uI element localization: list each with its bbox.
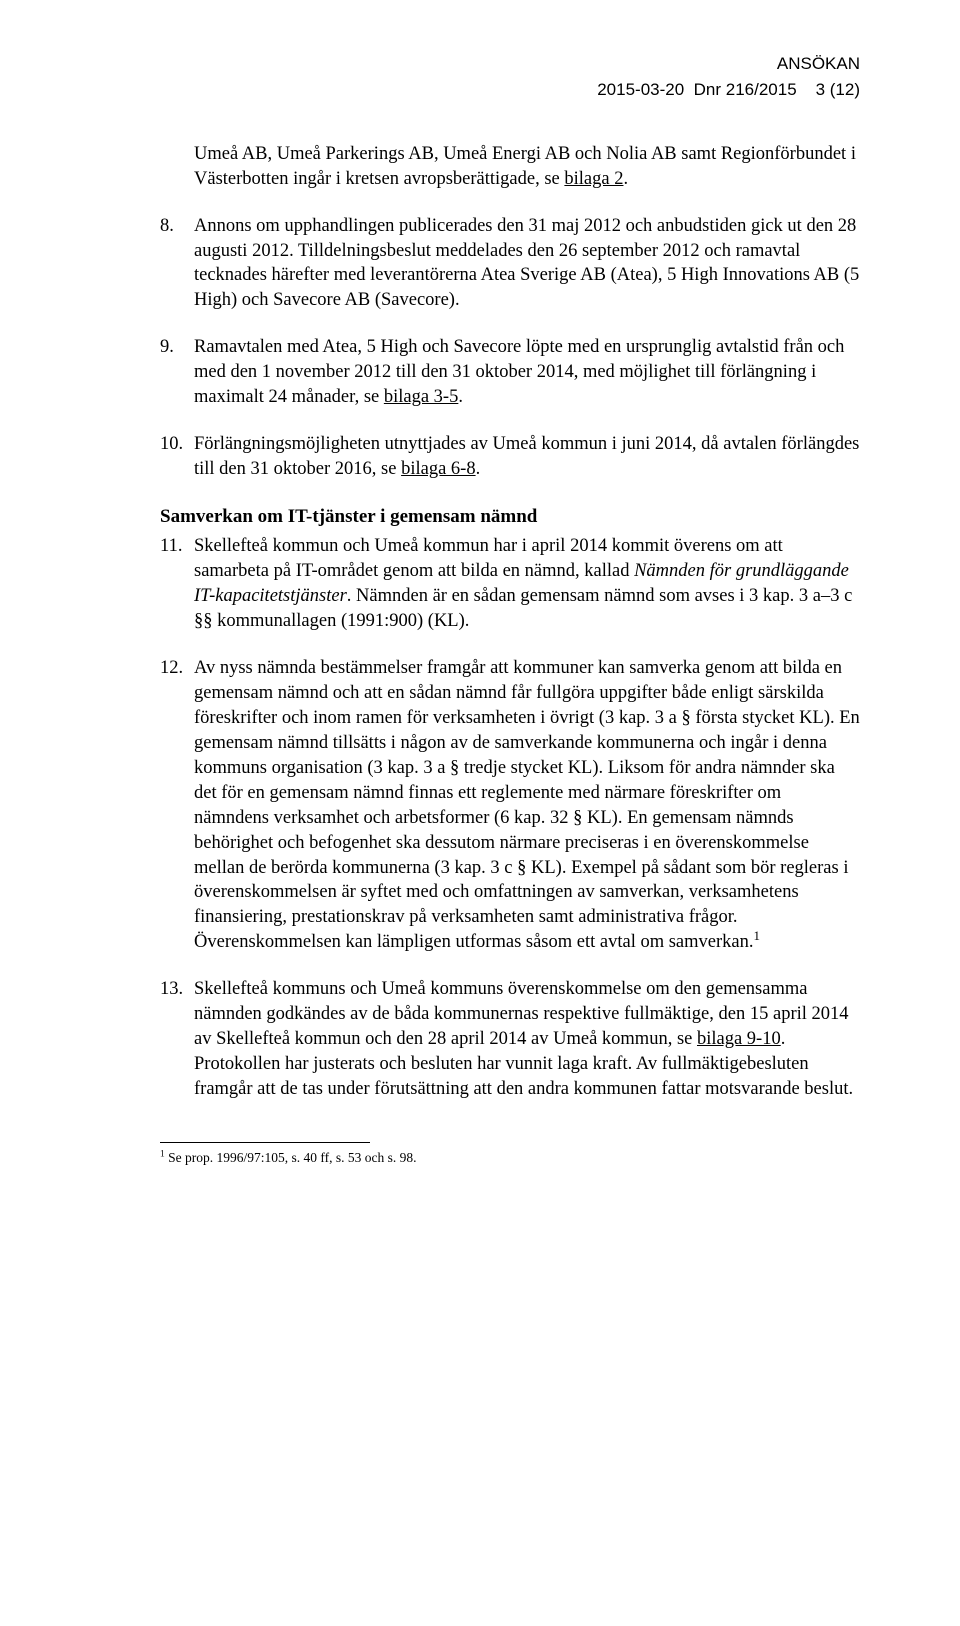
header-title: ANSÖKAN	[160, 52, 860, 76]
paragraph-13-text: Skellefteå kommuns och Umeå kommuns över…	[194, 977, 860, 1102]
footnote-ref-1: 1	[753, 928, 759, 943]
paragraph-10-text-a: Förlängningsmöjligheten utnyttjades av U…	[194, 434, 859, 479]
bilaga-6-8-link: bilaga 6-8	[401, 459, 476, 479]
paragraph-12-number: 12.	[160, 656, 194, 956]
paragraph-8-text: Annons om upphandlingen publicerades den…	[194, 214, 860, 314]
paragraph-intro: Umeå AB, Umeå Parkerings AB, Umeå Energi…	[194, 142, 860, 192]
paragraph-12-body: Av nyss nämnda bestämmelser framgår att …	[194, 658, 860, 953]
paragraph-intro-end: .	[623, 169, 628, 189]
paragraph-8-number: 8.	[160, 214, 194, 314]
paragraph-12: 12. Av nyss nämnda bestämmelser framgår …	[160, 656, 860, 956]
page-header: ANSÖKAN 2015-03-20 Dnr 216/2015 3 (12)	[160, 52, 860, 102]
footnote-separator	[160, 1142, 370, 1143]
footnote-1: 1 Se prop. 1996/97:105, s. 40 ff, s. 53 …	[160, 1149, 860, 1167]
paragraph-9-number: 9.	[160, 335, 194, 410]
header-date: 2015-03-20	[597, 80, 684, 99]
paragraph-11-number: 11.	[160, 534, 194, 634]
header-page: 3 (12)	[816, 80, 860, 99]
paragraph-11: 11. Skellefteå kommun och Umeå kommun ha…	[160, 534, 860, 634]
paragraph-9-text: Ramavtalen med Atea, 5 High och Savecore…	[194, 335, 860, 410]
paragraph-11-text: Skellefteå kommun och Umeå kommun har i …	[194, 534, 860, 634]
paragraph-8: 8. Annons om upphandlingen publicerades …	[160, 214, 860, 314]
page: ANSÖKAN 2015-03-20 Dnr 216/2015 3 (12) U…	[0, 0, 960, 1626]
paragraph-10-text: Förlängningsmöjligheten utnyttjades av U…	[194, 432, 860, 482]
paragraph-9-text-a: Ramavtalen med Atea, 5 High och Savecore…	[194, 337, 844, 407]
footnote-1-text: Se prop. 1996/97:105, s. 40 ff, s. 53 oc…	[165, 1150, 417, 1165]
paragraph-13: 13. Skellefteå kommuns och Umeå kommuns …	[160, 977, 860, 1102]
paragraph-10-number: 10.	[160, 432, 194, 482]
section-heading: Samverkan om IT-tjänster i gemensam nämn…	[160, 504, 860, 530]
paragraph-10: 10. Förlängningsmöjligheten utnyttjades …	[160, 432, 860, 482]
body-text: Umeå AB, Umeå Parkerings AB, Umeå Energi…	[160, 142, 860, 1167]
paragraph-13-number: 13.	[160, 977, 194, 1102]
header-meta: 2015-03-20 Dnr 216/2015 3 (12)	[160, 78, 860, 102]
paragraph-10-text-b: .	[476, 459, 481, 479]
bilaga-3-5-link: bilaga 3-5	[384, 387, 459, 407]
bilaga-2-link: bilaga 2	[564, 169, 623, 189]
header-dnr: Dnr 216/2015	[694, 80, 797, 99]
paragraph-12-text: Av nyss nämnda bestämmelser framgår att …	[194, 656, 860, 956]
paragraph-intro-text: Umeå AB, Umeå Parkerings AB, Umeå Energi…	[194, 144, 856, 189]
paragraph-9-text-b: .	[458, 387, 463, 407]
paragraph-9: 9. Ramavtalen med Atea, 5 High och Savec…	[160, 335, 860, 410]
bilaga-9-10-link: bilaga 9-10	[697, 1029, 781, 1049]
